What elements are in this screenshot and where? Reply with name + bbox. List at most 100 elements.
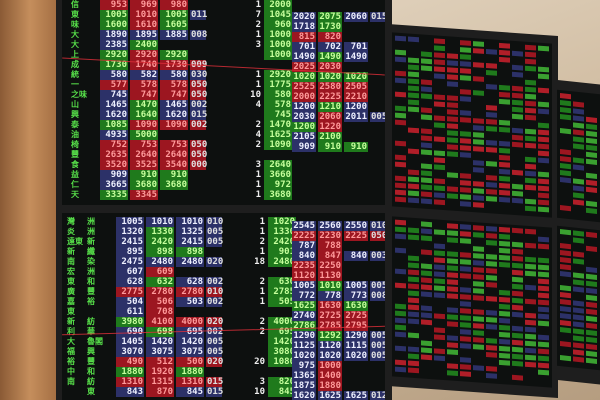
quote-cell-block — [499, 331, 510, 338]
quote-cell-block — [434, 199, 445, 206]
quote-value: 2415 — [176, 237, 204, 247]
quote-cell-block — [538, 122, 549, 129]
stock-name-placeholder — [272, 331, 290, 341]
quote-cell-block — [586, 151, 597, 158]
quote-cell-block — [538, 192, 549, 199]
quote-value: 1730 — [100, 60, 128, 70]
quote-value: 3680 — [130, 180, 158, 190]
quote-cell-block — [408, 227, 419, 234]
quote-cell-block — [538, 243, 549, 250]
quote-cell-block — [395, 282, 406, 289]
quote-cell-block — [486, 83, 497, 90]
trade-volume — [252, 347, 266, 357]
quote-cell-block — [499, 154, 510, 161]
quote-row: 益 909 910 910 1 3660 — [70, 170, 294, 180]
quote-cell-block — [434, 327, 445, 334]
quote-value: 578 — [160, 80, 188, 90]
quote-cell-block — [395, 331, 406, 338]
quote-value: 1600 — [100, 20, 128, 30]
quote-cell-block — [586, 231, 597, 238]
quote-cell-block — [525, 142, 536, 149]
quote-cell-block — [525, 263, 536, 270]
quote-value: 005 — [370, 341, 385, 351]
trade-volume: 2 — [255, 120, 261, 130]
quote-cell-block — [421, 235, 432, 242]
quote-cell-block — [486, 253, 497, 260]
quote-value: 2740 — [292, 311, 316, 321]
quote-value: 910 — [160, 170, 188, 180]
quote-value: 1875 — [292, 381, 316, 391]
quote-cell-block — [512, 360, 523, 367]
quote-cell-block — [560, 355, 571, 362]
quote-cell-block — [395, 105, 406, 112]
quote-cell-block — [499, 310, 510, 317]
quote-cell-block — [499, 254, 510, 261]
quote-value: 3070 — [116, 347, 144, 357]
quote-cell-block — [395, 56, 406, 63]
quote-value — [370, 82, 385, 92]
quote-value: 1020 — [318, 72, 342, 82]
quote-value: 000 — [190, 160, 208, 170]
quote-cell-block — [460, 252, 471, 258]
quote-cell-block — [434, 292, 445, 299]
quote-cell-block — [525, 298, 536, 305]
quote-value: 1718 — [292, 22, 316, 32]
quote-cell-block — [586, 116, 597, 123]
quote-row: 新纖 895 898 898 1 901 — [66, 247, 298, 257]
trade-volume: 1 — [259, 247, 265, 257]
quote-row: 味 1600 1610 1605 2 960 — [70, 20, 294, 30]
stock-name — [66, 387, 84, 397]
stock-name-placeholder — [272, 291, 290, 301]
quote-cell-block — [395, 324, 406, 331]
stock-name: 廣 — [67, 287, 75, 296]
last-price: 1775 — [264, 80, 292, 90]
stock-name-suffix: 華 — [87, 327, 95, 336]
quote-value: 1005 — [344, 281, 368, 291]
quote-cell-block — [499, 338, 510, 345]
stock-name-placeholder — [272, 52, 290, 62]
quote-cell-block — [586, 294, 597, 301]
quote-cell-block — [473, 202, 484, 208]
spacer — [208, 30, 248, 40]
quote-value: 788 — [318, 241, 342, 251]
quote-value — [370, 381, 385, 391]
stock-name-placeholder — [272, 361, 290, 371]
quote-cell-block — [486, 323, 497, 330]
quote-value: 1010 — [318, 281, 342, 291]
quote-cell-block — [421, 191, 432, 198]
quote-cell-block — [473, 365, 484, 371]
quote-cell-block — [473, 118, 484, 124]
quote-cell-block — [421, 114, 432, 121]
quote-cell-block — [473, 167, 484, 173]
quote-cell-block — [447, 95, 458, 102]
quote-cell-block — [538, 87, 549, 94]
quote-cell-block — [573, 101, 584, 108]
quote-cell-block — [573, 237, 584, 244]
quote-row: 統 580 582 580 030 1 2920 — [70, 70, 294, 80]
quote-cell-block — [586, 186, 597, 193]
quote-cell-block — [408, 283, 419, 290]
last-price: 2785 — [268, 287, 296, 297]
trade-volume: 1 — [255, 170, 261, 180]
quote-cell-block — [460, 294, 471, 300]
spacer — [224, 237, 252, 247]
quote-value: 2640 — [160, 150, 188, 160]
quote-value: 504 — [116, 297, 144, 307]
quote-value: 1010 — [130, 10, 158, 20]
stock-name-placeholder — [272, 112, 290, 122]
stock-name-placeholder — [272, 381, 290, 391]
quote-value: 815 — [292, 32, 316, 42]
quote-cell-block — [447, 265, 458, 272]
quote-cell-block — [499, 196, 510, 203]
quote-cell-block — [486, 69, 497, 76]
trade-volume — [248, 50, 262, 60]
quote-value: 005 — [370, 112, 385, 122]
quote-cell-block — [460, 357, 471, 363]
quote-cell-block — [512, 290, 523, 297]
quote-row: 2525 2580 2505 — [272, 82, 385, 92]
quote-cell-block — [447, 151, 458, 158]
quote-cell-block — [573, 108, 584, 115]
trade-volume: 1 — [259, 287, 265, 297]
quote-value — [190, 50, 206, 60]
spacer — [208, 150, 248, 160]
